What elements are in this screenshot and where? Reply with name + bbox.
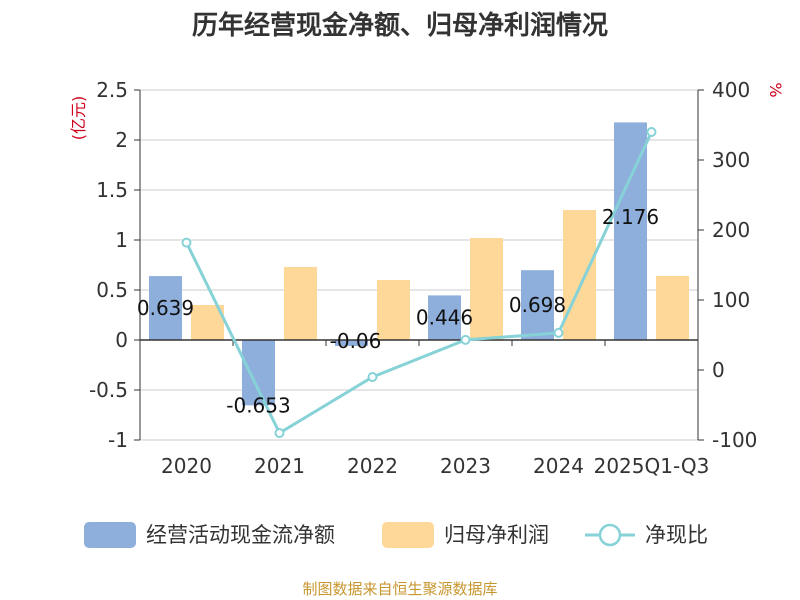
bars [149,122,689,406]
net-profit-bar [377,280,410,340]
left-tick-label: 0 [115,328,128,352]
ratio-line-path [185,131,653,436]
net-profit-bar [470,238,503,340]
ratio-point [367,372,378,382]
cashflow-bar [149,276,182,340]
legend-net-profit: 归母净利润 [382,522,549,548]
left-tick-label: 2 [115,128,128,152]
left-tick-label: -0.5 [89,378,128,402]
right-axis-unit: % [766,82,785,97]
category-label: 2023 [440,454,491,478]
ratio-point [181,237,192,248]
net-profit-bar [656,276,689,340]
bar-data-label: 2.176 [602,205,659,229]
bar-data-label: 0.698 [509,293,566,317]
legend-marker [598,523,622,547]
left-tick-label: 2.5 [96,78,128,102]
right-tick-label: 400 [712,78,750,102]
chart-title: 历年经营现金净额、归母净利润情况 [192,10,608,41]
category-label: 2022 [347,454,398,478]
legend-label: 归母净利润 [444,523,549,547]
left-axis-unit: (亿元) [69,96,88,141]
ratio-point [646,127,657,137]
legend-label: 净现比 [645,523,708,547]
category-label: 2025Q1-Q3 [594,454,710,478]
cashflow-bar [428,295,461,340]
ratio-point [460,334,471,345]
bar-data-label: -0.06 [330,329,382,353]
source-note: 制图数据来自恒生聚源数据库 [302,580,497,598]
net-profit-bar [284,267,317,340]
legend: 经营活动现金流净额 归母净利润 净现比 [84,522,708,548]
cashflow-bar [335,340,368,346]
cashflow-bar [614,122,647,341]
bar-data-label: 0.639 [137,296,194,320]
bar-data-label: 0.446 [416,306,473,330]
right-tick-label: 300 [712,148,750,172]
cashflow-bar [521,270,554,340]
left-tick-label: 1.5 [96,178,128,202]
right-tick-label: -100 [712,428,757,452]
category-label: 2020 [161,454,212,478]
legend-swatch [84,522,136,548]
left-tick-label: -1 [108,428,128,452]
left-tick-label: 1 [115,228,128,252]
right-tick-label: 0 [712,358,725,382]
ratio-line [181,127,657,438]
left-tick-label: 0.5 [96,278,128,302]
legend-cashflow: 经营活动现金流净额 [84,522,335,548]
legend-label: 经营活动现金流净额 [146,523,335,547]
right-tick-label: 200 [712,218,750,242]
right-tick-label: 100 [712,288,750,312]
bar-data-label: -0.653 [226,393,290,417]
legend-ratio: 净现比 [585,523,708,547]
legend-swatch [382,522,434,548]
grid [140,89,698,441]
data-labels: 0.639 -0.653 -0.06 0.446 0.698 2.176 [137,205,659,417]
ratio-point [553,327,564,338]
category-label: 2021 [254,454,305,478]
cashflow-bar [242,340,275,406]
category-label: 2024 [533,454,584,478]
ratio-point [274,428,285,438]
net-profit-bar [563,210,596,340]
